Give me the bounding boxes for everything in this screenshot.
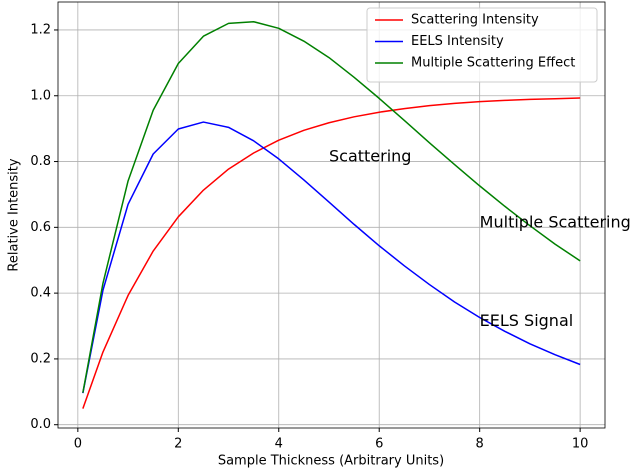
- x-tick-label: 6: [375, 437, 383, 452]
- legend-label: EELS Intensity: [411, 34, 504, 49]
- plot-frame: [57, 1, 606, 429]
- series-line: [82, 121, 581, 394]
- y-tick-label: 0.6: [30, 220, 51, 235]
- annotation: Multiple Scattering: [480, 212, 631, 231]
- series-line: [82, 20, 581, 393]
- y-tick-label: 1.0: [30, 88, 51, 103]
- legend: Scattering Intensity EELS Intensity Multip…: [366, 7, 598, 83]
- annotation: Scattering: [329, 147, 411, 166]
- y-tick-label: 0.4: [30, 286, 51, 301]
- x-tick-label: 8: [476, 437, 484, 452]
- y-axis-label: Relative Intensity: [7, 158, 22, 271]
- y-tick-label: 0.0: [30, 417, 51, 432]
- x-tick-label: 10: [572, 437, 589, 452]
- legend-box: [366, 7, 598, 83]
- legend-label: Scattering Intensity: [411, 13, 539, 28]
- x-tick-label: 2: [174, 437, 182, 452]
- x-tick-label: 4: [275, 437, 283, 452]
- annotation: EELS Signal: [480, 311, 574, 330]
- y-tick-label: 0.8: [30, 154, 51, 169]
- y-tick-label: 0.2: [30, 351, 51, 366]
- x-tick-label: 0: [74, 437, 82, 452]
- x-axis-label: Sample Thickness (Arbitrary Units): [218, 454, 444, 468]
- series-line: [82, 97, 581, 409]
- legend-label: Multiple Scattering Effect: [411, 56, 575, 71]
- y-tick-label: 1.2: [30, 22, 51, 37]
